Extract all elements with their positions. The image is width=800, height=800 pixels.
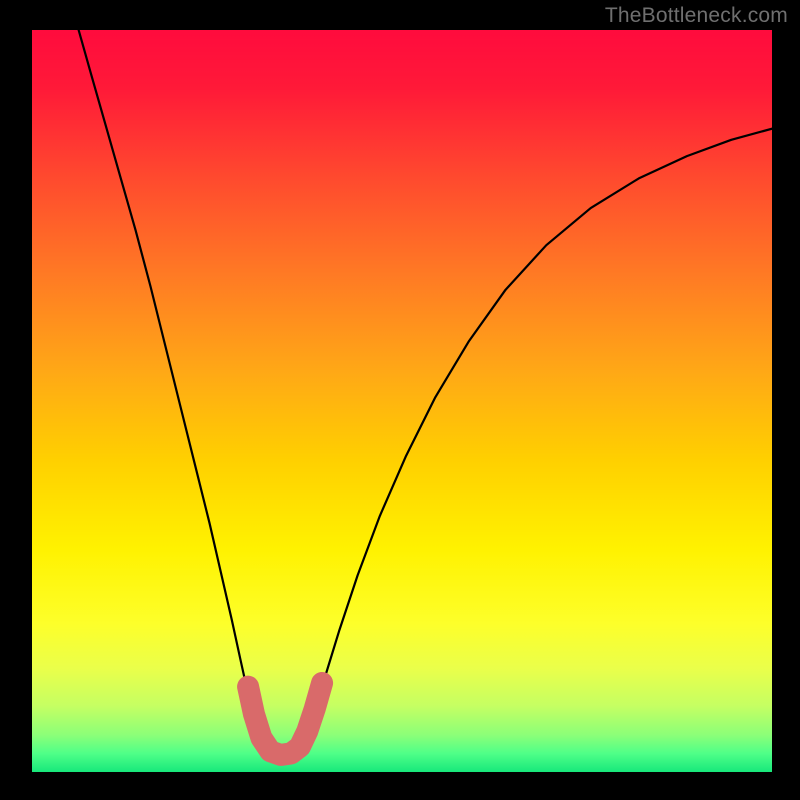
valley-highlight bbox=[248, 683, 322, 755]
bottleneck-curve-right bbox=[306, 129, 772, 743]
watermark-text: TheBottleneck.com bbox=[605, 4, 788, 28]
plot-area bbox=[32, 30, 772, 772]
bottleneck-curve-left bbox=[79, 30, 262, 742]
curve-layer bbox=[32, 30, 772, 772]
